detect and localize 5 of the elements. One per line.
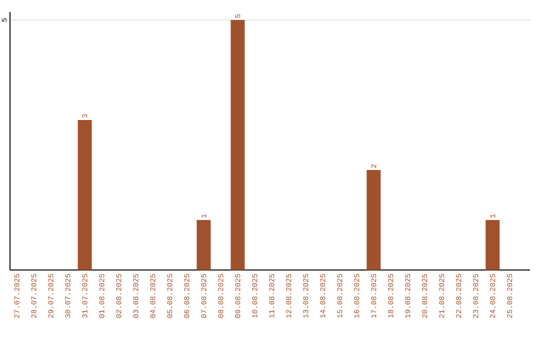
bar bbox=[486, 220, 500, 270]
bar bbox=[366, 170, 381, 270]
bar bbox=[196, 220, 211, 270]
bar bbox=[78, 120, 92, 270]
bar bbox=[230, 20, 245, 270]
